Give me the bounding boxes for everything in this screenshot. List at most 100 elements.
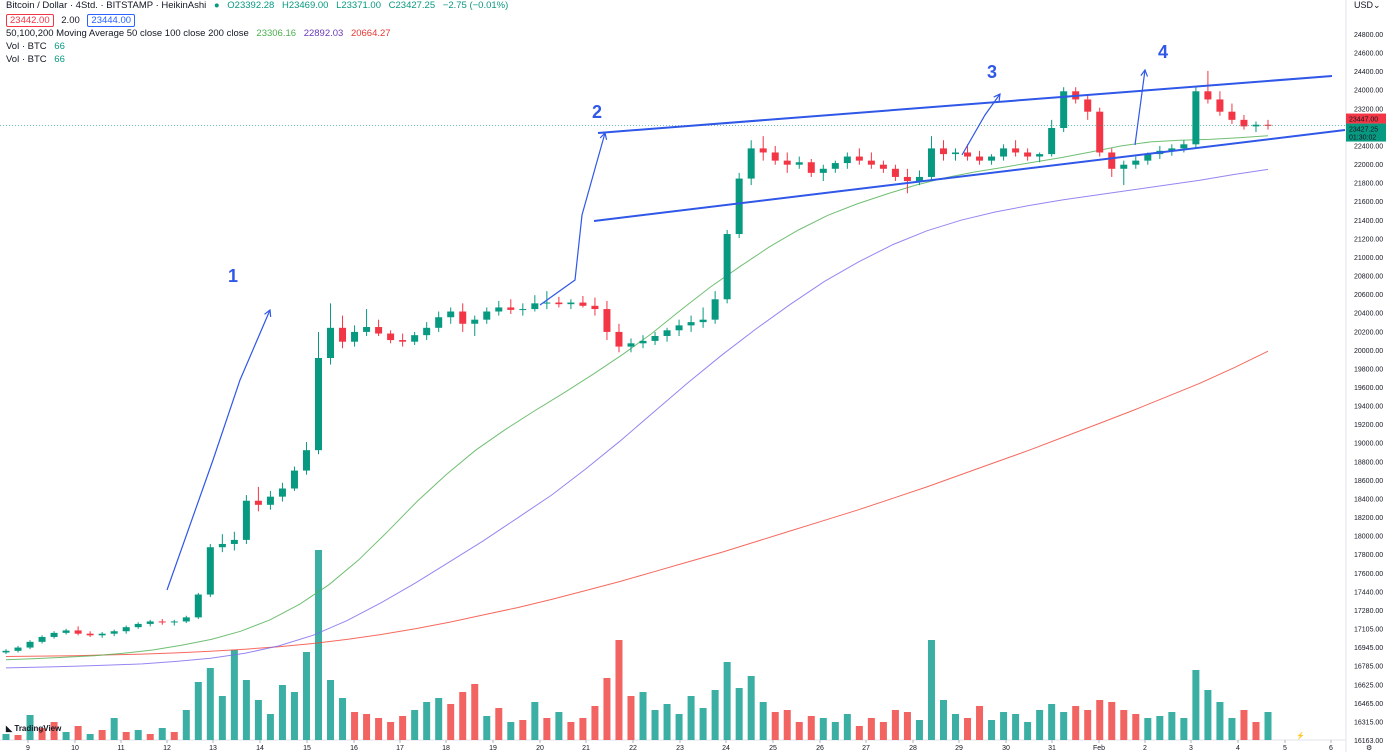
volume-bar	[387, 722, 395, 740]
volume-bar	[1156, 716, 1164, 740]
candle-body	[182, 617, 190, 622]
volume-bar	[38, 728, 46, 740]
volume-bar	[735, 688, 743, 740]
channel-lower-line	[593, 129, 1346, 222]
volume-bar	[1024, 722, 1032, 740]
volume-bar	[1252, 722, 1260, 740]
wave-2-arrow-head	[599, 131, 608, 140]
candle-body	[339, 327, 347, 342]
ohlc-change: −2.75 (−0.01%)	[442, 0, 509, 11]
y-tick-label: 20400.00	[1354, 311, 1383, 318]
candle-body	[543, 302, 551, 304]
y-tick-label: 17440.00	[1354, 589, 1383, 596]
candle-body	[278, 488, 286, 497]
volume-indicator-label-2[interactable]: Vol · BTC	[6, 54, 47, 65]
volume-bar	[110, 718, 118, 740]
x-tick-label: 3	[1189, 745, 1193, 752]
volume-bar	[807, 716, 815, 740]
volume-bar	[555, 712, 563, 740]
symbol-title[interactable]: Bitcoin / Dollar · 4Std. · BITSTAMP · He…	[6, 0, 207, 11]
header-line-1: Bitcoin / Dollar · 4Std. · BITSTAMP · He…	[6, 0, 513, 11]
tradingview-logo[interactable]: ◣ TradingView	[6, 724, 61, 733]
volume-indicator-label[interactable]: Vol · BTC	[6, 41, 47, 52]
candle-body	[122, 627, 130, 632]
volume-bar	[915, 720, 923, 740]
candle-body	[687, 322, 695, 326]
candle-body	[314, 358, 322, 451]
volume-bar	[759, 702, 767, 740]
volume-bar	[591, 706, 599, 740]
volume-bar	[74, 726, 82, 740]
candle-body	[1168, 148, 1176, 151]
y-tick-label: 20600.00	[1354, 292, 1383, 299]
y-tick-label: 17600.00	[1354, 571, 1383, 578]
wave-4-arrow-head	[1140, 68, 1149, 77]
wave-4-arrow	[1134, 69, 1146, 146]
volume-bar	[471, 684, 479, 740]
y-tick-label: 18800.00	[1354, 459, 1383, 466]
volume-bar	[495, 708, 503, 740]
candle-body	[218, 543, 226, 548]
candle-body	[855, 156, 863, 161]
x-tick-label: 16	[350, 745, 358, 752]
x-tick-label: 5	[1283, 745, 1287, 752]
x-tick-label: 23	[676, 745, 684, 752]
volume-bar	[952, 714, 960, 740]
x-tick-label: 6	[1329, 745, 1333, 752]
y-tick-label: 17105.00	[1354, 627, 1383, 634]
y-tick-label: 16625.00	[1354, 682, 1383, 689]
candle-body	[843, 156, 851, 164]
candle-body	[1096, 111, 1104, 153]
ma-indicator-label[interactable]: 50,100,200 Moving Average 50 close 100 c…	[6, 28, 249, 39]
volume-bar	[927, 640, 935, 740]
volume-bar	[615, 640, 623, 740]
volume-bar	[699, 708, 707, 740]
candle-body	[1180, 144, 1188, 149]
ask-price-button[interactable]: 23444.00	[87, 14, 136, 27]
candle-body	[591, 305, 599, 310]
volume-bar	[1108, 702, 1116, 740]
candle-body	[1084, 99, 1092, 112]
volume-bar	[531, 702, 539, 740]
y-tick-label: 18400.00	[1354, 496, 1383, 503]
candle-body	[831, 163, 839, 169]
candle-body	[387, 333, 395, 341]
candle-body	[471, 319, 479, 324]
candle-body	[964, 152, 972, 157]
volume-value: 66	[54, 41, 65, 52]
candle-body	[110, 631, 118, 634]
candle-body	[603, 309, 611, 332]
candle-body	[891, 168, 899, 177]
x-tick-label: 20	[536, 745, 544, 752]
wave-label-2: 2	[592, 102, 602, 122]
candle-body	[38, 636, 46, 642]
header-line-2: 23442.00 2.00 23444.00	[6, 14, 140, 27]
x-tick-label: 18	[442, 745, 450, 752]
candle-body	[447, 311, 455, 318]
y-tick-label: 18200.00	[1354, 515, 1383, 522]
candle-body	[230, 539, 238, 544]
candle-body	[459, 311, 467, 324]
x-tick-label: 12	[163, 745, 171, 752]
channel-upper-line	[597, 75, 1333, 134]
candle-body	[807, 162, 815, 173]
currency-label[interactable]: USD⌄	[1354, 0, 1381, 11]
volume-bar	[1048, 704, 1056, 740]
candle-body	[519, 309, 527, 311]
x-tick-label: 28	[909, 745, 917, 752]
candle-body	[206, 547, 214, 595]
candle-body	[579, 302, 587, 306]
candle-body	[98, 633, 106, 636]
volume-bar	[26, 715, 34, 740]
candle-body	[1132, 160, 1140, 165]
y-tick-label: 16945.00	[1354, 645, 1383, 652]
candle-body	[795, 162, 803, 165]
volume-bar	[1036, 710, 1044, 740]
volume-bar	[519, 720, 527, 740]
bid-price-button[interactable]: 23442.00	[6, 14, 54, 27]
y-tick-label: 24800.00	[1354, 32, 1383, 39]
y-tick-label: 19800.00	[1354, 366, 1383, 373]
y-tick-label: 21000.00	[1354, 255, 1383, 262]
candle-body	[134, 623, 142, 628]
